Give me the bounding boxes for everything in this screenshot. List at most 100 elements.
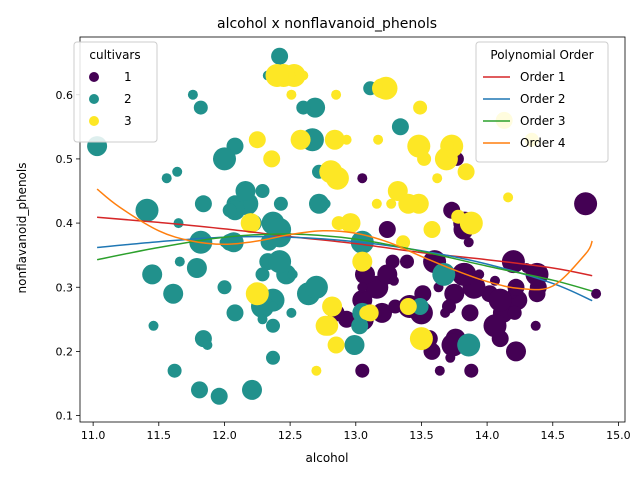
- y-tick-label: 0.1: [56, 410, 74, 423]
- polynomial-order-legend: Polynomial Order Order 1 Order 2 Order 3 Ord…: [475, 41, 609, 163]
- data-point-cultivar-1: [445, 352, 456, 363]
- data-point-cultivar-2: [304, 275, 328, 299]
- data-point-cultivar-2: [320, 198, 331, 209]
- data-point-cultivar-2: [163, 283, 184, 304]
- y-tick-label: 0.4: [56, 217, 74, 230]
- polynomial-order-legend-label: Order 4: [520, 136, 566, 150]
- data-point-cultivar-1: [463, 237, 474, 248]
- polynomial-order-legend-label: Order 2: [520, 92, 566, 106]
- data-point-cultivar-3: [248, 131, 266, 149]
- fit-lines-layer: [96, 188, 593, 302]
- data-point-cultivar-2: [391, 118, 409, 136]
- chart-title: alcohol x nonflavanoid_phenols: [217, 16, 437, 32]
- data-point-cultivar-3: [373, 83, 384, 94]
- y-tick-label: 0.2: [56, 345, 74, 358]
- data-point-cultivar-3: [371, 198, 382, 209]
- data-point-cultivar-3: [352, 251, 373, 272]
- data-point-cultivar-3: [413, 100, 428, 115]
- data-point-cultivar-2: [287, 269, 298, 280]
- cultivar-legend-marker: [89, 116, 99, 126]
- data-point-cultivar-1: [507, 305, 522, 320]
- data-point-cultivar-2: [257, 314, 268, 325]
- polynomial-order-legend-label: Order 3: [520, 114, 566, 128]
- data-point-cultivar-2: [202, 340, 213, 350]
- x-tick-label: 12.0: [212, 429, 237, 442]
- data-point-cultivar-2: [286, 307, 297, 318]
- data-point-cultivar-2: [167, 363, 182, 378]
- data-point-cultivar-1: [530, 320, 541, 331]
- polynomial-order-legend-title: Polynomial Order: [490, 48, 593, 62]
- data-point-cultivar-1: [506, 341, 526, 362]
- data-point-cultivar-1: [483, 314, 507, 338]
- data-point-cultivar-2: [210, 387, 228, 405]
- data-point-cultivar-3: [240, 213, 261, 234]
- x-tick-label: 13.0: [344, 429, 369, 442]
- data-point-cultivar-2: [217, 280, 232, 295]
- x-tick-label: 13.5: [409, 429, 434, 442]
- data-point-cultivar-2: [235, 181, 256, 201]
- data-point-cultivar-3: [340, 213, 361, 234]
- data-point-cultivar-3: [265, 64, 289, 87]
- data-point-cultivar-3: [327, 336, 345, 354]
- data-point-cultivar-2: [271, 47, 289, 65]
- data-point-cultivar-2: [268, 301, 278, 312]
- fit-line-order-1: [97, 216, 593, 277]
- data-point-cultivar-3: [290, 129, 311, 150]
- data-point-cultivar-2: [309, 193, 329, 214]
- data-point-cultivar-1: [461, 304, 479, 322]
- y-tick-label: 0.6: [56, 89, 74, 102]
- data-point-cultivar-2: [186, 258, 207, 278]
- data-point-cultivar-1: [488, 288, 512, 312]
- y-axis-label: nonflavanoid_phenols: [15, 163, 29, 294]
- data-point-cultivar-2: [221, 233, 239, 251]
- data-point-cultivar-2: [222, 203, 237, 218]
- data-point-cultivar-3: [341, 134, 352, 145]
- data-point-cultivar-3: [398, 193, 419, 214]
- data-point-cultivar-2: [148, 320, 159, 331]
- data-point-cultivar-2: [174, 256, 185, 267]
- data-point-cultivar-3: [444, 141, 454, 152]
- data-point-cultivar-3: [319, 160, 343, 184]
- x-tick-label: 11.0: [81, 429, 106, 442]
- x-axis-label: alcohol: [306, 451, 349, 465]
- data-point-cultivar-2: [172, 166, 183, 177]
- data-point-cultivar-2: [268, 250, 292, 274]
- polynomial-order-legend-box: [475, 41, 609, 163]
- data-point-cultivar-3: [459, 211, 483, 235]
- data-point-cultivar-1: [501, 250, 525, 274]
- data-point-cultivar-3: [263, 150, 281, 168]
- data-point-cultivar-3: [503, 192, 514, 203]
- data-point-cultivar-1: [357, 282, 368, 293]
- data-point-cultivar-3: [331, 89, 342, 100]
- data-point-cultivar-2: [135, 198, 159, 222]
- data-point-cultivar-2: [266, 350, 280, 365]
- data-point-cultivar-3: [396, 235, 411, 250]
- x-tick-label: 12.5: [278, 429, 303, 442]
- data-point-cultivar-1: [591, 288, 602, 299]
- data-point-cultivar-2: [191, 381, 208, 399]
- data-point-cultivar-3: [315, 315, 336, 336]
- cultivar-legend-label: 2: [124, 92, 132, 106]
- data-point-cultivar-3: [286, 89, 297, 100]
- data-point-cultivar-2: [255, 184, 270, 198]
- data-point-cultivar-1: [440, 307, 451, 318]
- data-point-cultivar-2: [194, 195, 212, 213]
- data-point-cultivar-3: [407, 134, 431, 158]
- data-point-cultivar-3: [457, 163, 475, 181]
- data-point-cultivar-1: [355, 363, 370, 378]
- data-point-cultivar-2: [305, 97, 326, 118]
- data-point-cultivar-1: [452, 262, 475, 286]
- x-tick-label: 14.0: [475, 429, 500, 442]
- data-point-cultivar-3: [361, 304, 379, 322]
- data-point-cultivar-3: [373, 134, 384, 145]
- polynomial-order-legend-label: Order 1: [520, 70, 566, 84]
- data-point-cultivar-3: [311, 365, 322, 376]
- cultivar-legend-label: 3: [124, 114, 132, 128]
- x-tick-label: 15.0: [606, 429, 631, 442]
- data-point-cultivar-3: [409, 327, 433, 351]
- data-point-cultivar-2: [142, 264, 163, 285]
- cultivar-legend-marker: [89, 94, 99, 104]
- data-point-cultivar-2: [213, 147, 236, 171]
- data-point-cultivar-1: [357, 173, 368, 184]
- data-point-cultivar-3: [432, 173, 443, 184]
